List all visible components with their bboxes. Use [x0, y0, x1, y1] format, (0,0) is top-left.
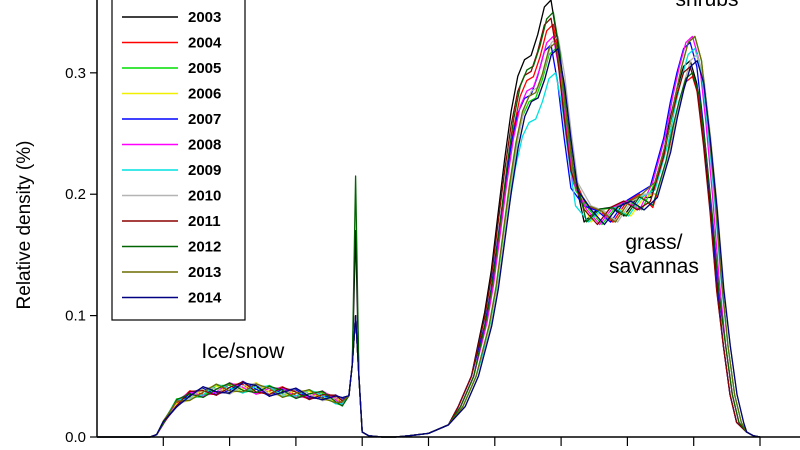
- annotation-grass: savannas: [609, 255, 699, 278]
- legend-label-2003: 2003: [188, 9, 221, 26]
- y-tick-label: 0.2: [65, 186, 86, 203]
- legend-label-2011: 2011: [188, 213, 221, 230]
- annotation-grass: grass/: [625, 231, 682, 254]
- series-line-2012: [97, 11, 761, 438]
- legend-label-2012: 2012: [188, 239, 221, 256]
- legend-label-2007: 2007: [188, 111, 221, 128]
- legend: 2003 2004 2005 2006 2007 2008 2009 2010 2011 2012…: [111, 0, 246, 321]
- series-line-2014: [97, 47, 761, 438]
- legend-label-2014: 2014: [188, 290, 222, 307]
- x-ticks: [162, 437, 761, 446]
- legend-label-2008: 2008: [188, 137, 221, 154]
- legend-label-2005: 2005: [188, 60, 221, 77]
- series-line-2013: [97, 35, 761, 438]
- y-tick-label: 0.1: [65, 308, 86, 325]
- annotation-desert: shrubs: [675, 0, 738, 11]
- y-axis-label: Relative density (%): [14, 141, 35, 310]
- legend-items: 2003 2004 2005 2006 2007 2008 2009 2010 2011 2012…: [122, 9, 222, 307]
- legend-label-2010: 2010: [188, 188, 221, 205]
- series-lines: [97, 0, 761, 438]
- legend-label-2009: 2009: [188, 162, 221, 179]
- legend-label-2004: 2004: [188, 35, 222, 52]
- annotations: Ice/snowforestsdesert/shrubsgrass/savann…: [201, 0, 738, 363]
- series-line-2008: [97, 35, 761, 438]
- y-ticks: 0.0 0.1 0.2 0.3: [65, 65, 97, 446]
- legend-label-2006: 2006: [188, 86, 221, 103]
- legend-label-2013: 2013: [188, 264, 221, 281]
- y-tick-label: 0.3: [65, 65, 86, 82]
- y-tick-label: 0.0: [65, 429, 86, 446]
- legend-box: [111, 0, 246, 321]
- annotation-ice: Ice/snow: [201, 340, 285, 363]
